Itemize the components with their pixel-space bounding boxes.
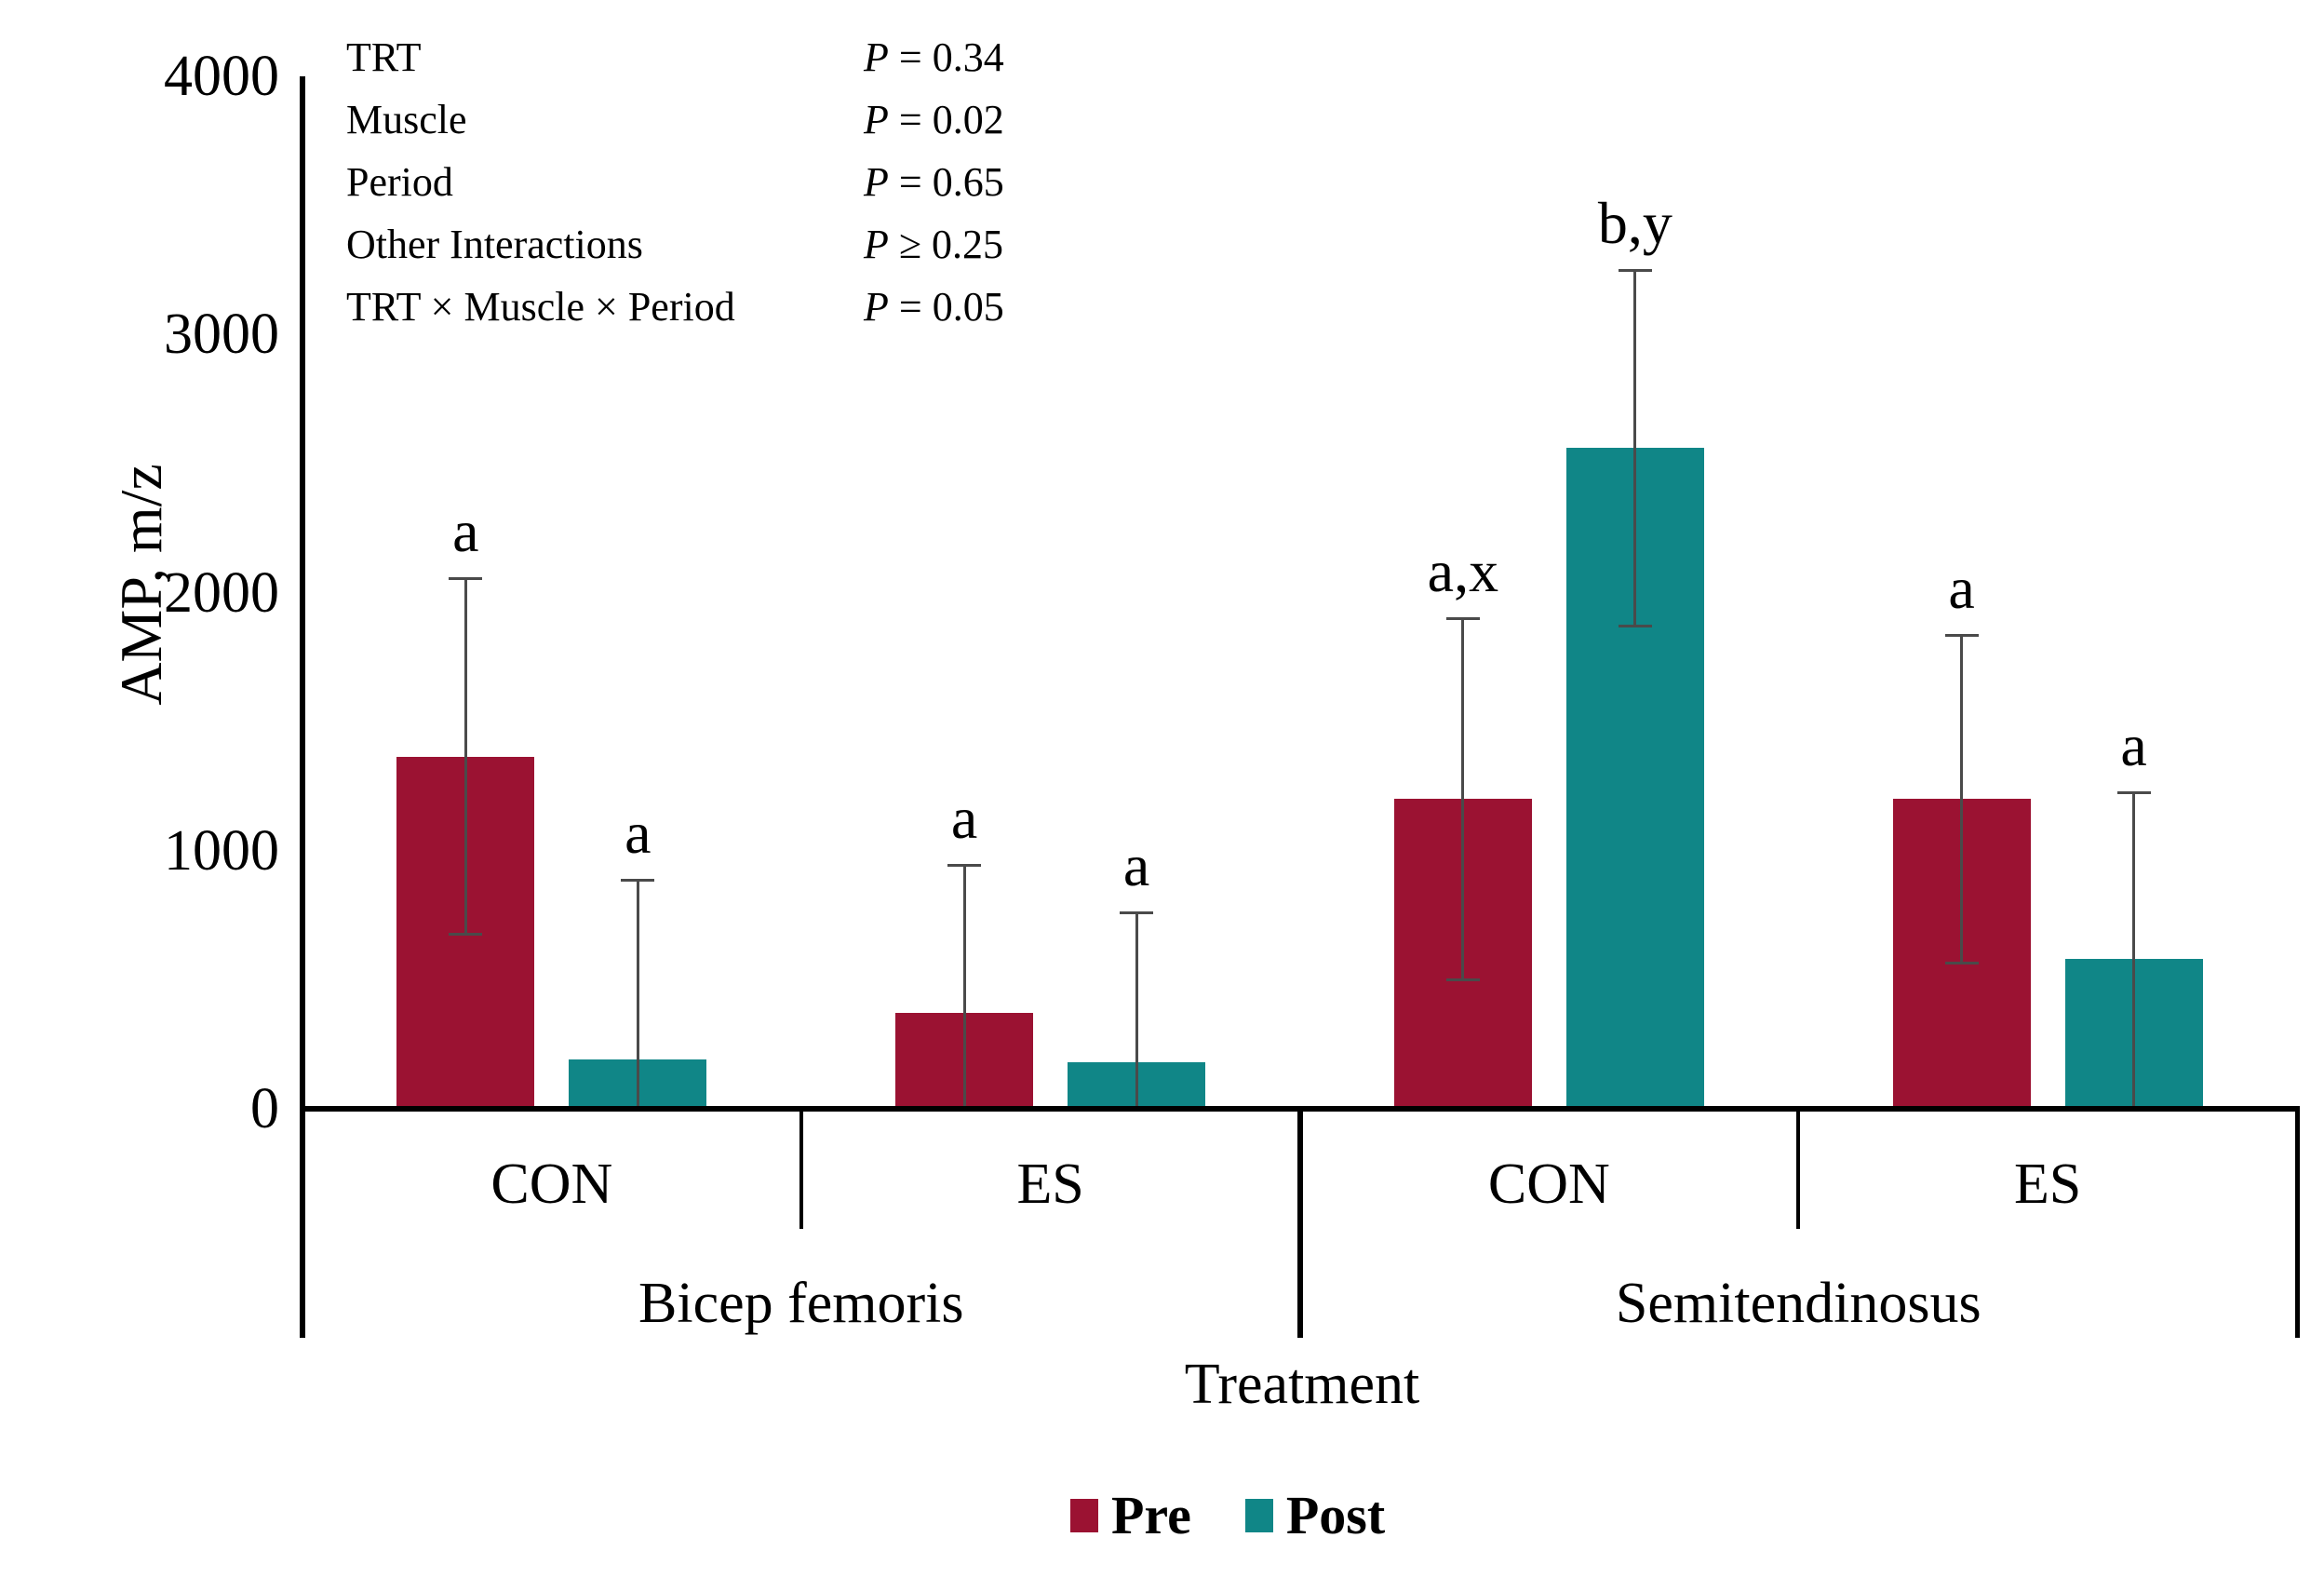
muscle-divider: [1296, 1109, 1303, 1338]
error-bar-cap-top: [449, 576, 483, 580]
legend-swatch-pre: [1070, 1498, 1098, 1532]
error-bar-whisker: [1960, 633, 1964, 964]
stats-p-value: P ≥ 0.25: [864, 222, 1004, 267]
significance-letter: a: [452, 497, 479, 564]
p-symbol: P: [864, 34, 889, 80]
error-bar-cap-top: [2116, 790, 2151, 794]
stats-p-value: P = 0.65: [864, 159, 1004, 205]
stats-p-value: P = 0.05: [864, 284, 1004, 330]
p-symbol: P: [864, 222, 889, 267]
legend-label-post: Post: [1285, 1485, 1386, 1545]
significance-letter: a,x: [1427, 537, 1499, 604]
legend-label-pre: Pre: [1111, 1485, 1191, 1545]
error-bar-whisker: [463, 576, 467, 937]
error-bar-cap-top: [947, 863, 982, 867]
error-bar-whisker: [2132, 790, 2136, 1109]
treatment-label-semitendinosus-es: ES: [2013, 1153, 2082, 1216]
treatment-divider-right: [1796, 1109, 1801, 1229]
significance-letter: a: [950, 784, 978, 851]
error-bar-cap-top: [1445, 616, 1480, 620]
significance-letter: a: [1948, 554, 1975, 621]
error-bar-cap-top: [1120, 910, 1154, 914]
error-bar-whisker: [636, 879, 639, 1109]
muscle-label-bicep-femoris: Bicep femoris: [638, 1272, 964, 1335]
significance-letter: a: [625, 800, 652, 867]
legend-item-post: Post: [1244, 1484, 1386, 1546]
error-bar-cap-top: [1618, 268, 1652, 272]
p-symbol: P: [864, 97, 889, 142]
p-symbol: P: [864, 159, 889, 205]
muscle-label-semitendinosus: Semitendinosus: [1615, 1272, 1981, 1335]
significance-letter: b,y: [1597, 189, 1672, 256]
error-bar-whisker: [962, 863, 966, 1109]
y-tick-label: 3000: [164, 303, 279, 367]
stats-factor-label: Other Interactions: [346, 222, 643, 267]
legend: Pre Post: [1070, 1484, 1385, 1546]
y-tick-label: 1000: [164, 818, 279, 883]
error-bar-cap-top: [621, 879, 655, 883]
y-tick-label: 0: [250, 1077, 279, 1140]
error-bar-whisker: [1135, 910, 1138, 1109]
treatment-label-bicep-femoris-es: ES: [1016, 1153, 1084, 1216]
y-tick-label: 4000: [164, 45, 279, 108]
stats-factor-label: TRT: [346, 34, 422, 80]
error-bar-whisker: [1633, 268, 1637, 627]
error-bar-cap-bottom: [1618, 624, 1652, 627]
treatment-divider-left: [799, 1109, 803, 1229]
frame-right-line: [2295, 1109, 2300, 1338]
error-bar-cap-bottom: [449, 933, 483, 937]
treatment-label-bicep-femoris-con: CON: [490, 1153, 613, 1216]
error-bar-cap-bottom: [1944, 961, 1979, 964]
stats-p-value: P = 0.02: [864, 97, 1004, 142]
legend-item-pre: Pre: [1070, 1484, 1191, 1546]
x-axis-title: Treatment: [1184, 1353, 1420, 1416]
stats-factor-label: Period: [346, 159, 453, 205]
y-tick-label: 2000: [164, 560, 279, 625]
stats-p-value: P = 0.34: [864, 34, 1004, 80]
stats-factor-label: Muscle: [346, 97, 467, 142]
stats-factor-label: TRT × Muscle × Period: [346, 284, 735, 330]
error-bar-cap-bottom: [1445, 978, 1480, 981]
error-bar-whisker: [1461, 616, 1465, 981]
significance-letter: a: [1122, 831, 1150, 898]
significance-letter: a: [2120, 711, 2147, 778]
p-symbol: P: [864, 284, 889, 330]
y-axis-line: [300, 76, 305, 1338]
legend-swatch-post: [1244, 1498, 1273, 1532]
error-bar-cap-top: [1944, 633, 1979, 637]
treatment-label-semitendinosus-con: CON: [1487, 1153, 1610, 1216]
